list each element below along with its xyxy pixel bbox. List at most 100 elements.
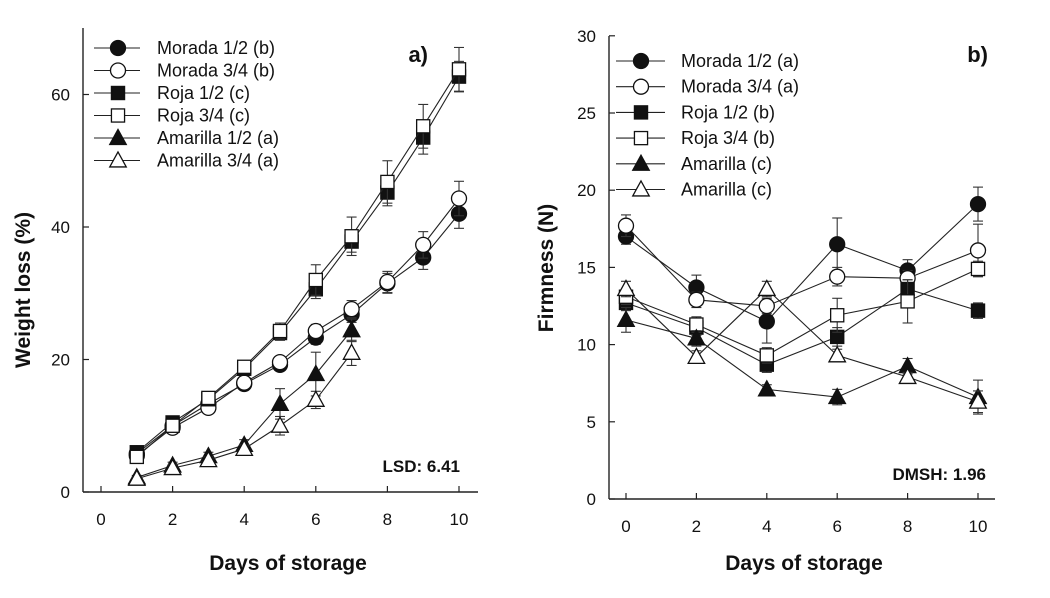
data-point: [970, 261, 986, 277]
x-axis-title: Days of storage: [209, 552, 367, 575]
legend-marker: [633, 105, 649, 120]
series-line: [136, 198, 460, 456]
legend-item: Amarilla 1/2 (a): [94, 128, 279, 148]
y-tick-label: 60: [51, 86, 70, 105]
data-point: [306, 364, 326, 382]
series-morada-1-2-b: [128, 198, 468, 462]
data-point: [308, 272, 324, 288]
series-amarilla-3-4-a: [127, 339, 361, 486]
y-tick-label: 25: [577, 104, 596, 123]
legend-label: Amarilla (c): [681, 180, 772, 200]
data-point: [757, 379, 777, 397]
legend-marker: [633, 130, 649, 146]
data-point: [758, 313, 775, 330]
legend-marker: [109, 62, 127, 79]
y-tick-label: 5: [587, 413, 596, 432]
series-line: [625, 268, 979, 357]
legend-label: Morada 3/4 (a): [681, 77, 799, 97]
data-point: [380, 174, 395, 190]
series-roja-1-2-b: [618, 279, 986, 373]
legend-marker: [632, 78, 650, 95]
legend-item: Roja 3/4 (b): [616, 128, 775, 148]
legend-item: Amarilla (c): [616, 180, 772, 200]
data-point: [199, 450, 218, 468]
data-point: [759, 348, 775, 363]
x-tick-label: 8: [383, 510, 392, 529]
y-tick-label: 40: [51, 218, 70, 237]
series-roja-3-4-c: [129, 46, 467, 465]
significance-annotation: LSD: 6.41: [383, 457, 460, 476]
y-axis-title: Firmness (N): [535, 204, 558, 332]
data-point: [344, 229, 359, 244]
x-tick-label: 10: [450, 510, 469, 529]
series-line: [136, 69, 460, 458]
data-point: [968, 391, 988, 409]
x-tick-label: 0: [621, 517, 630, 536]
series-line: [625, 225, 979, 307]
data-point: [616, 279, 636, 297]
y-tick-label: 30: [577, 27, 596, 46]
legend-marker: [108, 128, 128, 146]
legend-label: Roja 3/4 (c): [157, 106, 250, 126]
x-tick-label: 8: [903, 517, 912, 536]
x-axis-title: Days of storage: [725, 552, 883, 575]
series-line: [625, 288, 979, 366]
x-tick-label: 6: [311, 510, 320, 529]
data-point: [271, 353, 289, 371]
data-point: [236, 374, 253, 391]
data-point: [127, 468, 147, 486]
data-point: [688, 291, 705, 308]
legend-label: Morada 1/2 (b): [157, 38, 275, 58]
data-point: [163, 458, 182, 476]
x-tick-label: 4: [239, 510, 248, 529]
y-tick-label: 0: [587, 490, 596, 509]
legend-item: Morada 3/4 (b): [94, 61, 275, 81]
legend-label: Morada 3/4 (b): [157, 61, 275, 81]
series-line: [136, 76, 460, 453]
x-tick-label: 10: [969, 517, 988, 536]
data-point: [270, 393, 290, 411]
legend-label: Amarilla (c): [681, 154, 772, 174]
legend-item: Roja 1/2 (b): [616, 102, 775, 122]
legend-item: Morada 3/4 (a): [616, 77, 799, 97]
data-point: [306, 390, 326, 407]
y-tick-label: 0: [61, 483, 70, 502]
y-tick-label: 20: [577, 181, 596, 200]
series-line: [136, 213, 460, 455]
legend-item: Morada 1/2 (b): [94, 38, 275, 58]
series-amarilla-c: [616, 306, 988, 415]
data-point: [757, 279, 777, 297]
data-point: [342, 342, 361, 360]
data-point: [970, 303, 986, 318]
legend-marker: [108, 150, 128, 168]
data-point: [687, 328, 706, 346]
data-point: [379, 273, 396, 291]
x-tick-label: 6: [832, 517, 841, 536]
data-point: [272, 323, 288, 339]
panel-label: a): [408, 42, 428, 67]
data-point: [617, 217, 635, 234]
data-point: [343, 300, 360, 318]
data-point: [307, 322, 324, 340]
y-tick-label: 15: [577, 258, 596, 277]
data-point: [129, 449, 145, 465]
legend-item: Amarilla (c): [616, 154, 772, 174]
chart-firmness: 0 5 10 15 20 25 30 0 2 4 6 8 10 Days of storage Firmne…: [535, 27, 995, 575]
y-axis-title: Weight loss (%): [12, 212, 35, 368]
x-tick-label: 2: [692, 517, 701, 536]
data-point: [758, 297, 775, 315]
legend-marker: [631, 153, 651, 171]
data-point: [451, 62, 467, 77]
data-point: [827, 387, 847, 405]
legend-item: Amarilla 3/4 (a): [94, 151, 279, 171]
series-morada-3-4-a: [617, 214, 987, 315]
x-tick-label: 4: [762, 517, 771, 536]
data-point: [270, 415, 290, 433]
data-point: [234, 439, 254, 457]
legend-marker: [110, 108, 126, 123]
data-point: [969, 242, 987, 259]
data-point: [829, 236, 846, 253]
x-tick-label: 0: [96, 510, 105, 529]
series-amarilla-c: [616, 279, 988, 414]
